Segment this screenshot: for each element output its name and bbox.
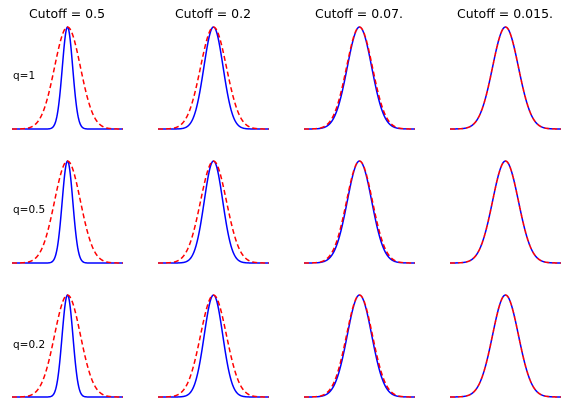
reference-curve [158,26,269,130]
reference-curve [12,294,123,398]
approximation-curve [450,294,561,398]
panel-r2-c3 [450,294,561,398]
column-title: Cutoff = 0.2 [175,6,251,21]
row-label: q=0.5 [13,204,45,216]
reference-curve [158,294,269,398]
row-label: q=0.2 [13,339,45,351]
panel-r2-c2 [304,294,415,398]
reference-curve [450,26,561,130]
approximation-curve [304,160,415,264]
approximation-curve [158,160,269,264]
panel-r0-c0 [12,25,123,130]
panel-r0-c3 [450,26,561,130]
reference-curve [304,294,415,398]
row-labels: q=1 q=0.5 q=0.2 [13,70,45,351]
approximation-curve [450,160,561,264]
panel-r1-c3 [450,160,561,264]
panel-r1-c2 [304,160,415,264]
panel-r0-c2 [304,26,415,130]
reference-curve [304,26,415,130]
approximation-curve [158,26,269,130]
reference-curve [304,160,415,264]
reference-curve [12,26,123,130]
reference-curve [450,294,561,398]
panel-r1-c0 [12,160,123,264]
panel-r0-c1 [158,26,269,130]
panel-r1-c1 [158,160,269,264]
column-titles: Cutoff = 0.5 Cutoff = 0.2 Cutoff = 0.07.… [29,6,553,21]
approximation-curve [158,294,269,398]
row-label: q=1 [13,70,35,82]
panels [12,25,561,398]
approximation-curve [450,26,561,130]
column-title: Cutoff = 0.07. [315,6,403,21]
panel-r2-c0 [12,294,123,398]
column-title: Cutoff = 0.5 [29,6,105,21]
approximation-curve [304,294,415,398]
reference-curve [12,160,123,264]
reference-curve [158,160,269,264]
reference-curve [450,160,561,264]
panel-r2-c1 [158,294,269,398]
approximation-curve [304,26,415,130]
column-title: Cutoff = 0.015. [457,6,553,21]
